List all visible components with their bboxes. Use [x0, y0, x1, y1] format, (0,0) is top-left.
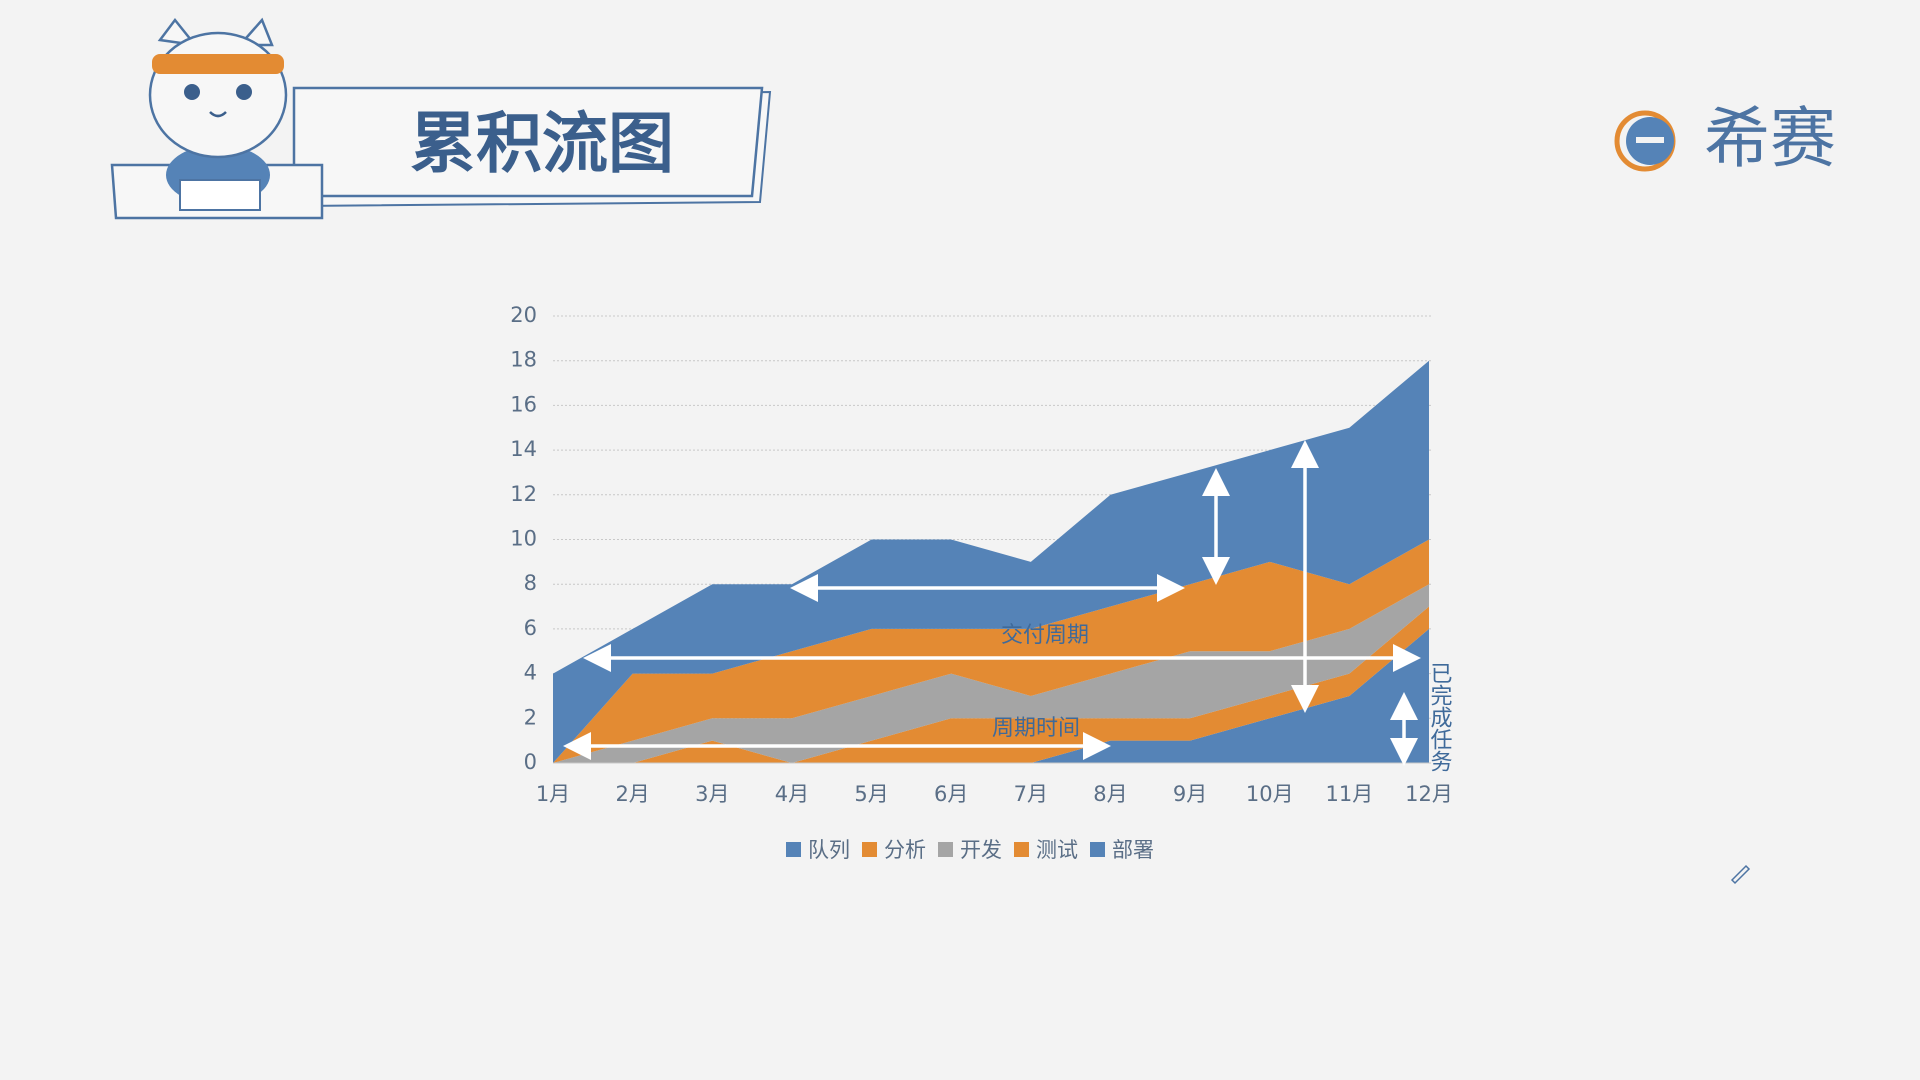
y-tick-label: 20 — [510, 303, 537, 327]
legend-swatch — [938, 842, 953, 857]
x-tick-label: 9月 — [1173, 782, 1207, 806]
x-tick-label: 4月 — [775, 782, 809, 806]
legend-label: 测试 — [1036, 838, 1078, 862]
x-tick-label: 8月 — [1093, 782, 1127, 806]
x-tick-label: 2月 — [615, 782, 649, 806]
annotation: 交付周期 — [1001, 623, 1089, 648]
area — [553, 360, 1429, 763]
legend-swatch — [1014, 842, 1029, 857]
y-tick-label: 16 — [510, 392, 537, 416]
slide-title: 累积流图 — [410, 105, 674, 182]
pen-icon — [1730, 864, 1751, 885]
y-tick-label: 0 — [524, 750, 537, 774]
legend-label: 开发 — [960, 838, 1002, 862]
y-tick-label: 18 — [510, 348, 537, 372]
y-tick-label: 2 — [524, 705, 537, 729]
legend-label: 分析 — [884, 838, 926, 862]
y-tick-label: 14 — [510, 437, 537, 461]
plot — [553, 360, 1429, 763]
legend-swatch — [862, 842, 877, 857]
legend-label: 部署 — [1112, 838, 1154, 862]
y-tick-label: 12 — [510, 482, 537, 506]
annotation: 周期时间 — [992, 716, 1080, 741]
x-tick-label: 7月 — [1014, 782, 1048, 806]
x-tick-label: 5月 — [854, 782, 888, 806]
legend-label: 队列 — [808, 838, 850, 862]
annotation: 已完成任务 — [1427, 662, 1453, 772]
y-tick-label: 10 — [510, 527, 537, 551]
x-tick-label: 11月 — [1325, 782, 1373, 806]
x-tick-label: 1月 — [536, 782, 570, 806]
y-tick-label: 4 — [524, 661, 537, 685]
logo-text: 希赛 — [1704, 100, 1836, 177]
x-tick-label: 10月 — [1246, 782, 1294, 806]
legend-swatch — [786, 842, 801, 857]
annotation-arrows — [563, 440, 1421, 766]
area — [553, 628, 1429, 763]
legend: 队列 分析 开发 测试 部署 — [786, 838, 1154, 862]
area — [553, 606, 1429, 763]
y-tick-label: 8 — [524, 571, 537, 595]
x-tick-label: 6月 — [934, 782, 968, 806]
x-tick-label: 3月 — [695, 782, 729, 806]
y-tick-label: 6 — [524, 616, 537, 640]
legend-swatch — [1090, 842, 1105, 857]
logo: 希赛 — [1614, 100, 1836, 177]
axes: 0 2 4 6 8 10 12 14 16 18 20 1月 2月 3月 4月 5月 6月 7月 8月 9月 10月 11… — [510, 303, 1453, 806]
x-tick-label: 12月 — [1405, 782, 1453, 806]
mascot — [110, 17, 324, 220]
banner — [292, 86, 764, 198]
